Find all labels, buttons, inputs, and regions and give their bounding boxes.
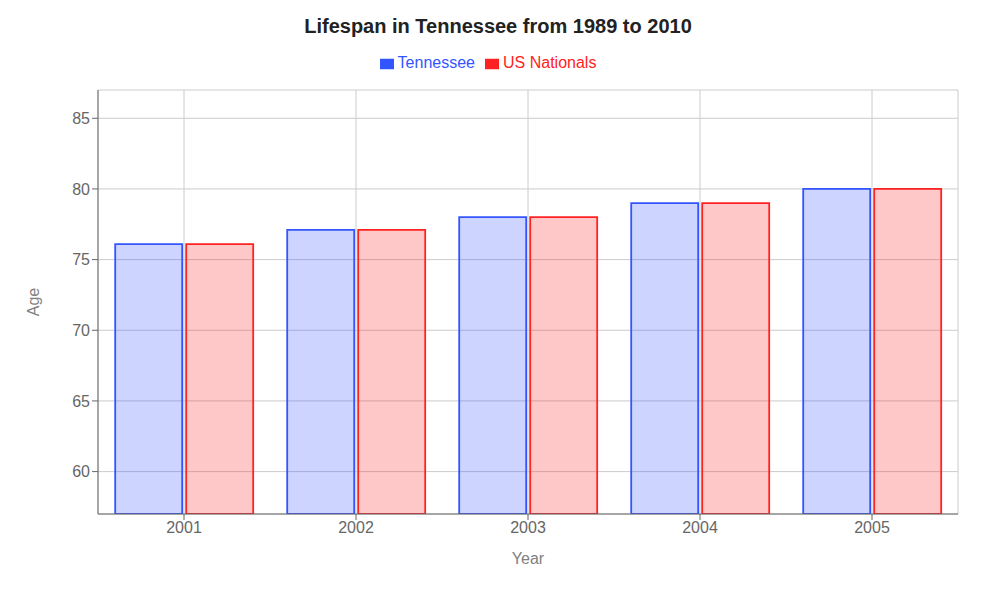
svg-text:85: 85	[72, 110, 90, 127]
svg-text:2001: 2001	[166, 519, 202, 536]
svg-text:60: 60	[72, 463, 90, 480]
html-text:Lifespan in Tennessee from 198: Lifespan in Tennessee from 1989 to 2010	[304, 15, 692, 37]
svg-text:2002: 2002	[338, 519, 374, 536]
svg-text:Year: Year	[512, 550, 545, 567]
svg-text:75: 75	[72, 251, 90, 268]
svg-text:80: 80	[72, 181, 90, 198]
svg-text:2005: 2005	[854, 519, 890, 536]
svg-text:2004: 2004	[682, 519, 718, 536]
svg-text:Age: Age	[25, 288, 42, 317]
svg-text:70: 70	[72, 322, 90, 339]
html-text:US Nationals: US Nationals	[503, 54, 597, 71]
html-text:Tennessee: Tennessee	[397, 54, 475, 71]
svg-text:65: 65	[72, 393, 90, 410]
svg-text:2003: 2003	[510, 519, 546, 536]
